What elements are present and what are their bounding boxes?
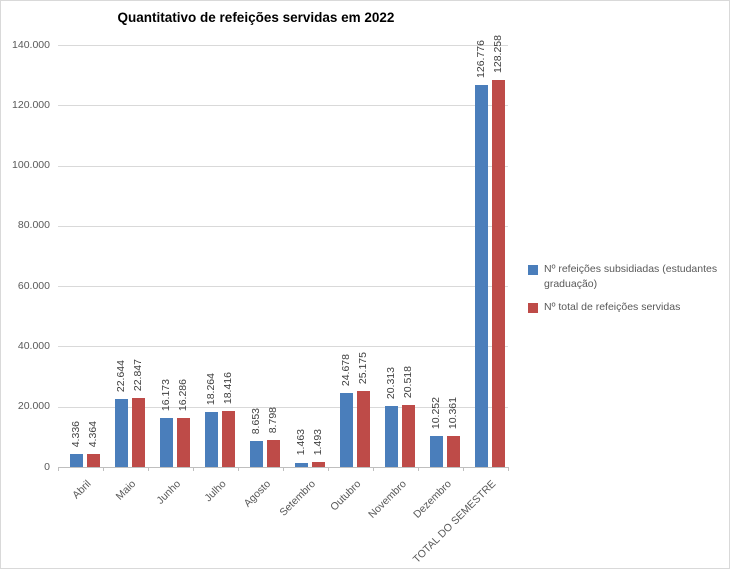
x-axis-label: Setembro bbox=[277, 478, 319, 519]
bar bbox=[492, 80, 505, 467]
legend-swatch-icon bbox=[528, 303, 538, 313]
legend-label: Nº refeições subsidiadas (estudantes gra… bbox=[544, 263, 718, 290]
gridline bbox=[58, 105, 508, 106]
legend-item: Nº refeições subsidiadas (estudantes gra… bbox=[528, 262, 726, 292]
bar-value-label: 18.416 bbox=[222, 372, 234, 405]
y-axis-label: 60.000 bbox=[17, 280, 50, 292]
bar bbox=[70, 453, 83, 467]
gridline bbox=[58, 166, 508, 167]
bar-value-label: 20.518 bbox=[402, 366, 414, 399]
gridline bbox=[58, 45, 508, 46]
x-axis-label: Agosto bbox=[241, 478, 274, 510]
bar bbox=[357, 391, 370, 467]
y-axis-label: 40.000 bbox=[17, 340, 50, 352]
bar bbox=[385, 405, 398, 467]
x-axis-label: Abril bbox=[70, 478, 94, 502]
bar-value-label: 4.364 bbox=[87, 420, 99, 447]
bar bbox=[402, 405, 415, 467]
bar-value-label: 20.313 bbox=[385, 366, 397, 399]
bar bbox=[447, 435, 460, 467]
gridline bbox=[58, 407, 508, 408]
bar bbox=[267, 440, 280, 467]
bar-value-label: 22.644 bbox=[115, 359, 127, 392]
legend: Nº refeições subsidiadas (estudantes gra… bbox=[528, 262, 726, 323]
x-axis-tick bbox=[238, 467, 239, 471]
legend-swatch-icon bbox=[528, 265, 538, 275]
x-axis-tick bbox=[283, 467, 284, 471]
bar-value-label: 1.463 bbox=[295, 429, 307, 456]
bar bbox=[430, 436, 443, 467]
bar-value-label: 1.493 bbox=[312, 429, 324, 456]
legend-item: Nº total de refeições servidas bbox=[528, 300, 726, 315]
y-axis-label: 0 bbox=[44, 461, 50, 473]
x-axis-tick bbox=[418, 467, 419, 471]
x-axis-tick bbox=[58, 467, 59, 471]
gridline bbox=[58, 346, 508, 347]
y-axis-label: 140.000 bbox=[12, 39, 50, 51]
x-axis-label: TOTAL DO SEMESTRE bbox=[410, 478, 499, 566]
bar bbox=[132, 398, 145, 467]
bar bbox=[295, 462, 308, 467]
y-axis-label: 80.000 bbox=[17, 219, 50, 231]
bar bbox=[87, 453, 100, 467]
x-axis-label: Junho bbox=[154, 478, 184, 507]
chart-title: Quantitativo de refeições servidas em 20… bbox=[117, 10, 395, 25]
x-axis-label: Novembro bbox=[365, 478, 409, 521]
y-axis-label: 20.000 bbox=[17, 400, 50, 412]
y-axis-label: 120.000 bbox=[12, 99, 50, 111]
bar bbox=[205, 411, 218, 467]
bar bbox=[250, 440, 263, 467]
bar-value-label: 126.776 bbox=[475, 39, 487, 78]
x-axis-label: Outubro bbox=[328, 478, 364, 514]
bar-value-label: 25.175 bbox=[357, 352, 369, 385]
gridline bbox=[58, 286, 508, 287]
x-axis-tick bbox=[508, 467, 509, 471]
x-axis-tick bbox=[328, 467, 329, 471]
legend-label: Nº total de refeições servidas bbox=[544, 301, 681, 313]
x-axis-label: Maio bbox=[113, 478, 139, 503]
bar-value-label: 16.286 bbox=[177, 378, 189, 411]
bar bbox=[222, 411, 235, 467]
x-axis-tick bbox=[463, 467, 464, 471]
bar-value-label: 10.361 bbox=[447, 396, 459, 429]
bar-value-label: 128.258 bbox=[492, 35, 504, 74]
y-axis-label: 100.000 bbox=[12, 159, 50, 171]
bar-value-label: 4.336 bbox=[70, 420, 82, 447]
x-axis-tick bbox=[103, 467, 104, 471]
bar-value-label: 8.798 bbox=[267, 407, 279, 434]
bar bbox=[475, 84, 488, 467]
bar-value-label: 8.653 bbox=[250, 407, 262, 434]
x-axis-tick bbox=[148, 467, 149, 471]
bar-value-label: 22.847 bbox=[132, 359, 144, 392]
x-axis-tick bbox=[373, 467, 374, 471]
bar bbox=[115, 398, 128, 467]
bar-value-label: 16.173 bbox=[160, 379, 172, 412]
bar bbox=[160, 418, 173, 467]
bar-value-label: 10.252 bbox=[430, 396, 442, 430]
x-axis-tick bbox=[193, 467, 194, 471]
bar-value-label: 24.678 bbox=[340, 353, 352, 386]
bar bbox=[340, 392, 353, 467]
bar bbox=[312, 462, 325, 467]
x-axis-label: Julho bbox=[202, 478, 229, 505]
bar bbox=[177, 417, 190, 467]
gridline bbox=[58, 226, 508, 227]
x-axis-label: Dezembro bbox=[410, 478, 454, 521]
bar-value-label: 18.264 bbox=[205, 372, 217, 405]
